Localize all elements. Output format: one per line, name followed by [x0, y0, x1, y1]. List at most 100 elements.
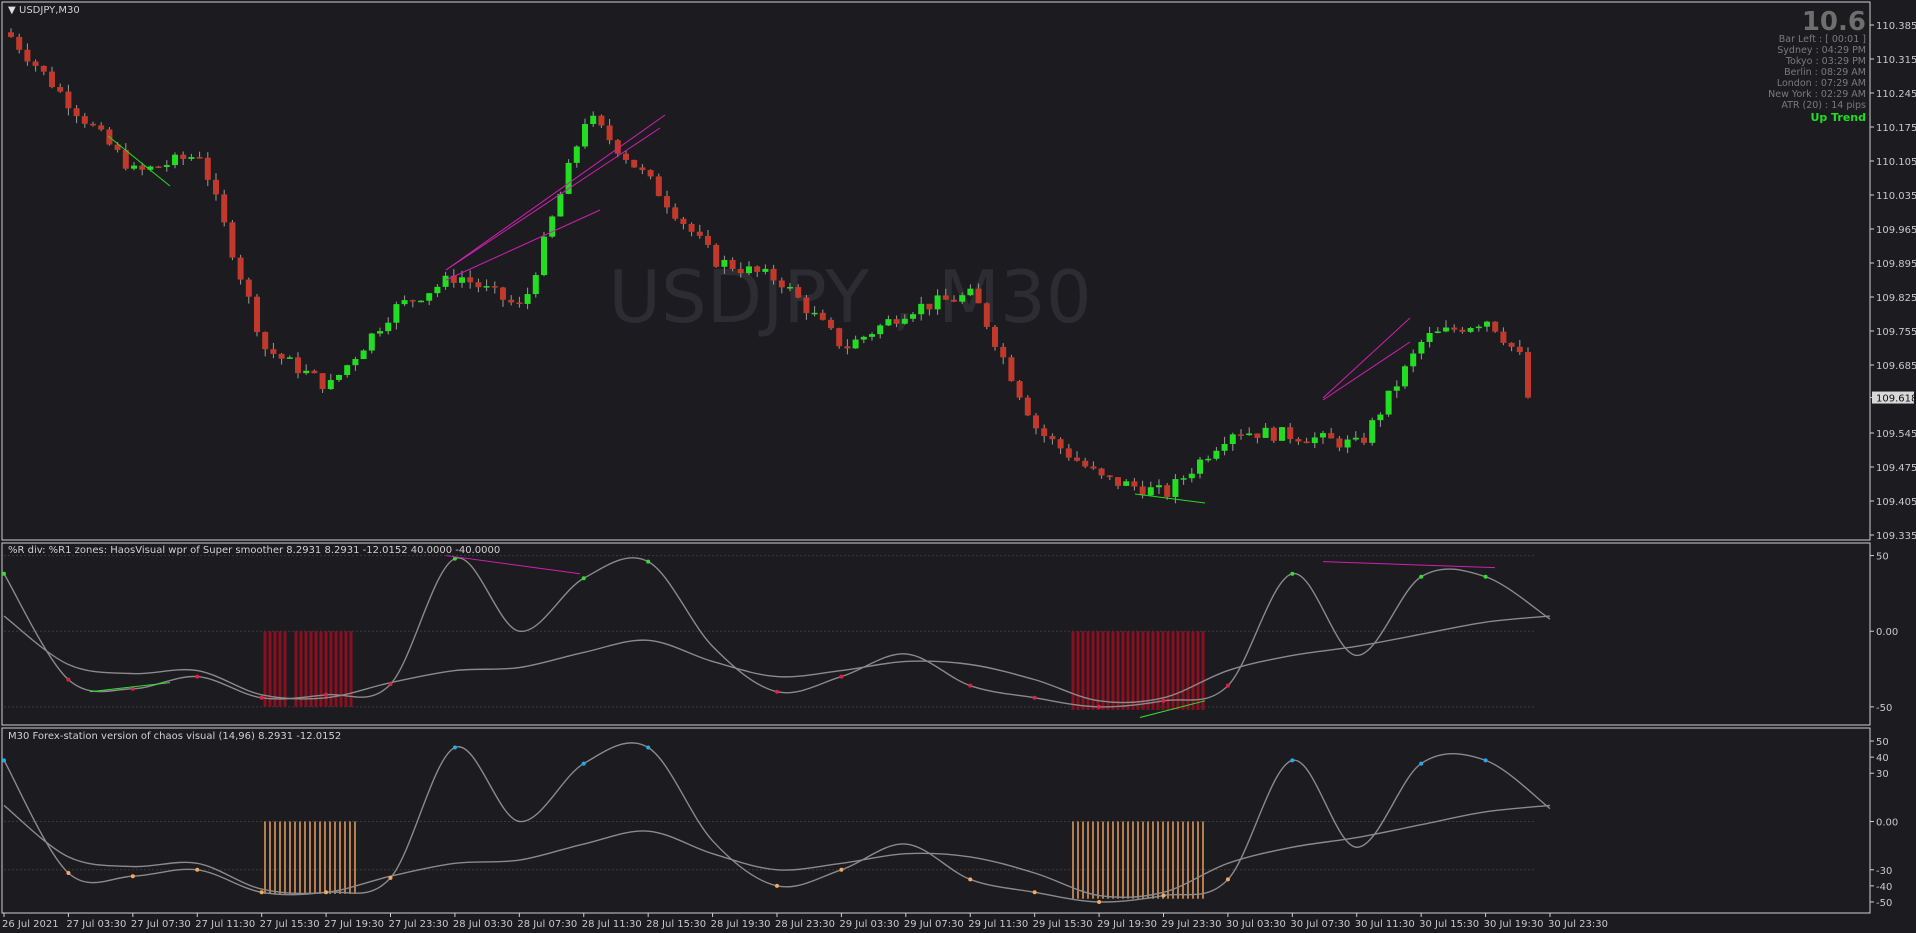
chaos-series	[2, 742, 1551, 904]
candle-body	[155, 166, 162, 169]
divergence-line	[445, 555, 581, 575]
oversold-marker	[968, 683, 973, 688]
candle-body	[746, 266, 752, 274]
candle-body	[1188, 473, 1195, 479]
candle-body	[951, 299, 957, 302]
divergence-line	[1134, 493, 1206, 504]
candle-body	[705, 235, 711, 245]
oversold-marker	[1097, 704, 1102, 709]
candle-body	[409, 300, 416, 302]
y-tick-label: 109.545	[1876, 429, 1916, 440]
candle-body	[73, 108, 80, 117]
candle-body	[1270, 427, 1277, 441]
y-tick-label: 109.335	[1876, 531, 1916, 542]
candle-body	[40, 65, 47, 72]
candle-body	[811, 312, 818, 315]
oversold-marker	[775, 883, 779, 888]
candle-body	[852, 339, 859, 349]
y-tick-label: 110.385	[1876, 21, 1916, 32]
candle-body	[385, 322, 392, 332]
candle-body	[885, 319, 892, 326]
oversold-marker	[1032, 695, 1037, 700]
candle-body	[1484, 321, 1490, 327]
candle-body	[713, 244, 720, 267]
candle-body	[918, 303, 925, 315]
candle-body	[254, 296, 260, 333]
candle-body	[442, 275, 449, 287]
candle-body	[1000, 346, 1007, 358]
oversold-marker	[259, 695, 264, 700]
candle-body	[1090, 466, 1097, 469]
candle-body	[1106, 475, 1113, 478]
candle-body	[1402, 366, 1408, 387]
candle-body	[122, 149, 129, 169]
candle-body	[688, 224, 695, 232]
spread-value: 10.6	[1802, 7, 1866, 37]
candle-body	[1065, 448, 1072, 458]
oversold-marker	[66, 870, 71, 875]
trend-label: Up Trend	[1810, 111, 1866, 124]
candle-body	[598, 115, 605, 126]
candle-body	[869, 334, 875, 337]
collapse-arrow-icon[interactable]: ▼	[8, 5, 16, 16]
x-tick-label: 29 Jul 03:30	[839, 919, 899, 930]
y-tick-label: 30	[1876, 769, 1889, 780]
candle-body	[582, 124, 588, 147]
axes: 110.385 110.315 110.245 110.175 110.105 110.0…	[2, 21, 1916, 930]
x-tick-label: 28 Jul 07:30	[517, 919, 577, 930]
candle-body	[1525, 352, 1531, 398]
candle-body	[81, 116, 88, 124]
candle-body	[795, 287, 802, 298]
candle-body	[278, 353, 285, 359]
x-tick-label: 29 Jul 19:30	[1097, 919, 1157, 930]
oversold-marker	[1161, 698, 1166, 703]
candle-body	[1434, 331, 1441, 334]
candle-body	[1500, 331, 1507, 343]
candle-body	[1098, 468, 1105, 476]
info-line: ATR (20) : 14 pips	[1781, 100, 1866, 111]
overbought-marker	[581, 576, 586, 581]
divergence-line	[445, 127, 661, 271]
candle-body	[844, 346, 851, 349]
candle-body	[270, 349, 277, 354]
x-tick-label: 27 Jul 11:30	[195, 919, 255, 930]
candle-body	[1311, 437, 1318, 444]
candle-body	[910, 314, 916, 319]
candle-body	[573, 146, 580, 163]
candle-body	[459, 277, 465, 283]
candle-body	[737, 268, 744, 274]
overbought-marker	[2, 571, 6, 576]
candle-body	[623, 153, 629, 160]
info-line: Sydney : 04:29 PM	[1777, 45, 1866, 56]
candle-body	[541, 236, 547, 276]
x-tick-label: 29 Jul 07:30	[904, 919, 964, 930]
candle-body	[237, 257, 244, 280]
info-line: New York : 02:29 AM	[1768, 89, 1866, 100]
oversold-marker	[839, 674, 844, 679]
wpr-panel-frame	[1, 542, 1871, 726]
y-tick-label: -30	[1876, 866, 1892, 877]
candle-body	[147, 166, 154, 170]
oversold-marker	[195, 674, 200, 679]
wpr-panel-title: %R div: %R1 zones: HaosVisual wpr of Sup…	[8, 545, 500, 556]
candle-body	[491, 286, 498, 288]
candle-body	[1213, 450, 1220, 459]
x-tick-label: 30 Jul 07:30	[1290, 919, 1350, 930]
oscillator-line	[3, 742, 1551, 903]
overbought-marker	[2, 758, 6, 763]
candle-body	[319, 373, 326, 390]
candle-body	[1008, 357, 1015, 382]
oversold-marker	[195, 867, 200, 872]
candle-body	[131, 165, 137, 169]
candle-body	[893, 319, 900, 324]
price-marker	[1872, 391, 1914, 404]
candle-body	[983, 303, 990, 327]
candle-body	[1336, 438, 1343, 448]
candle-body	[475, 282, 482, 288]
price-panel-frame	[1, 1, 1871, 541]
overbought-marker	[581, 761, 586, 766]
y-tick-label: 110.035	[1876, 191, 1916, 202]
candle-body	[614, 140, 621, 154]
